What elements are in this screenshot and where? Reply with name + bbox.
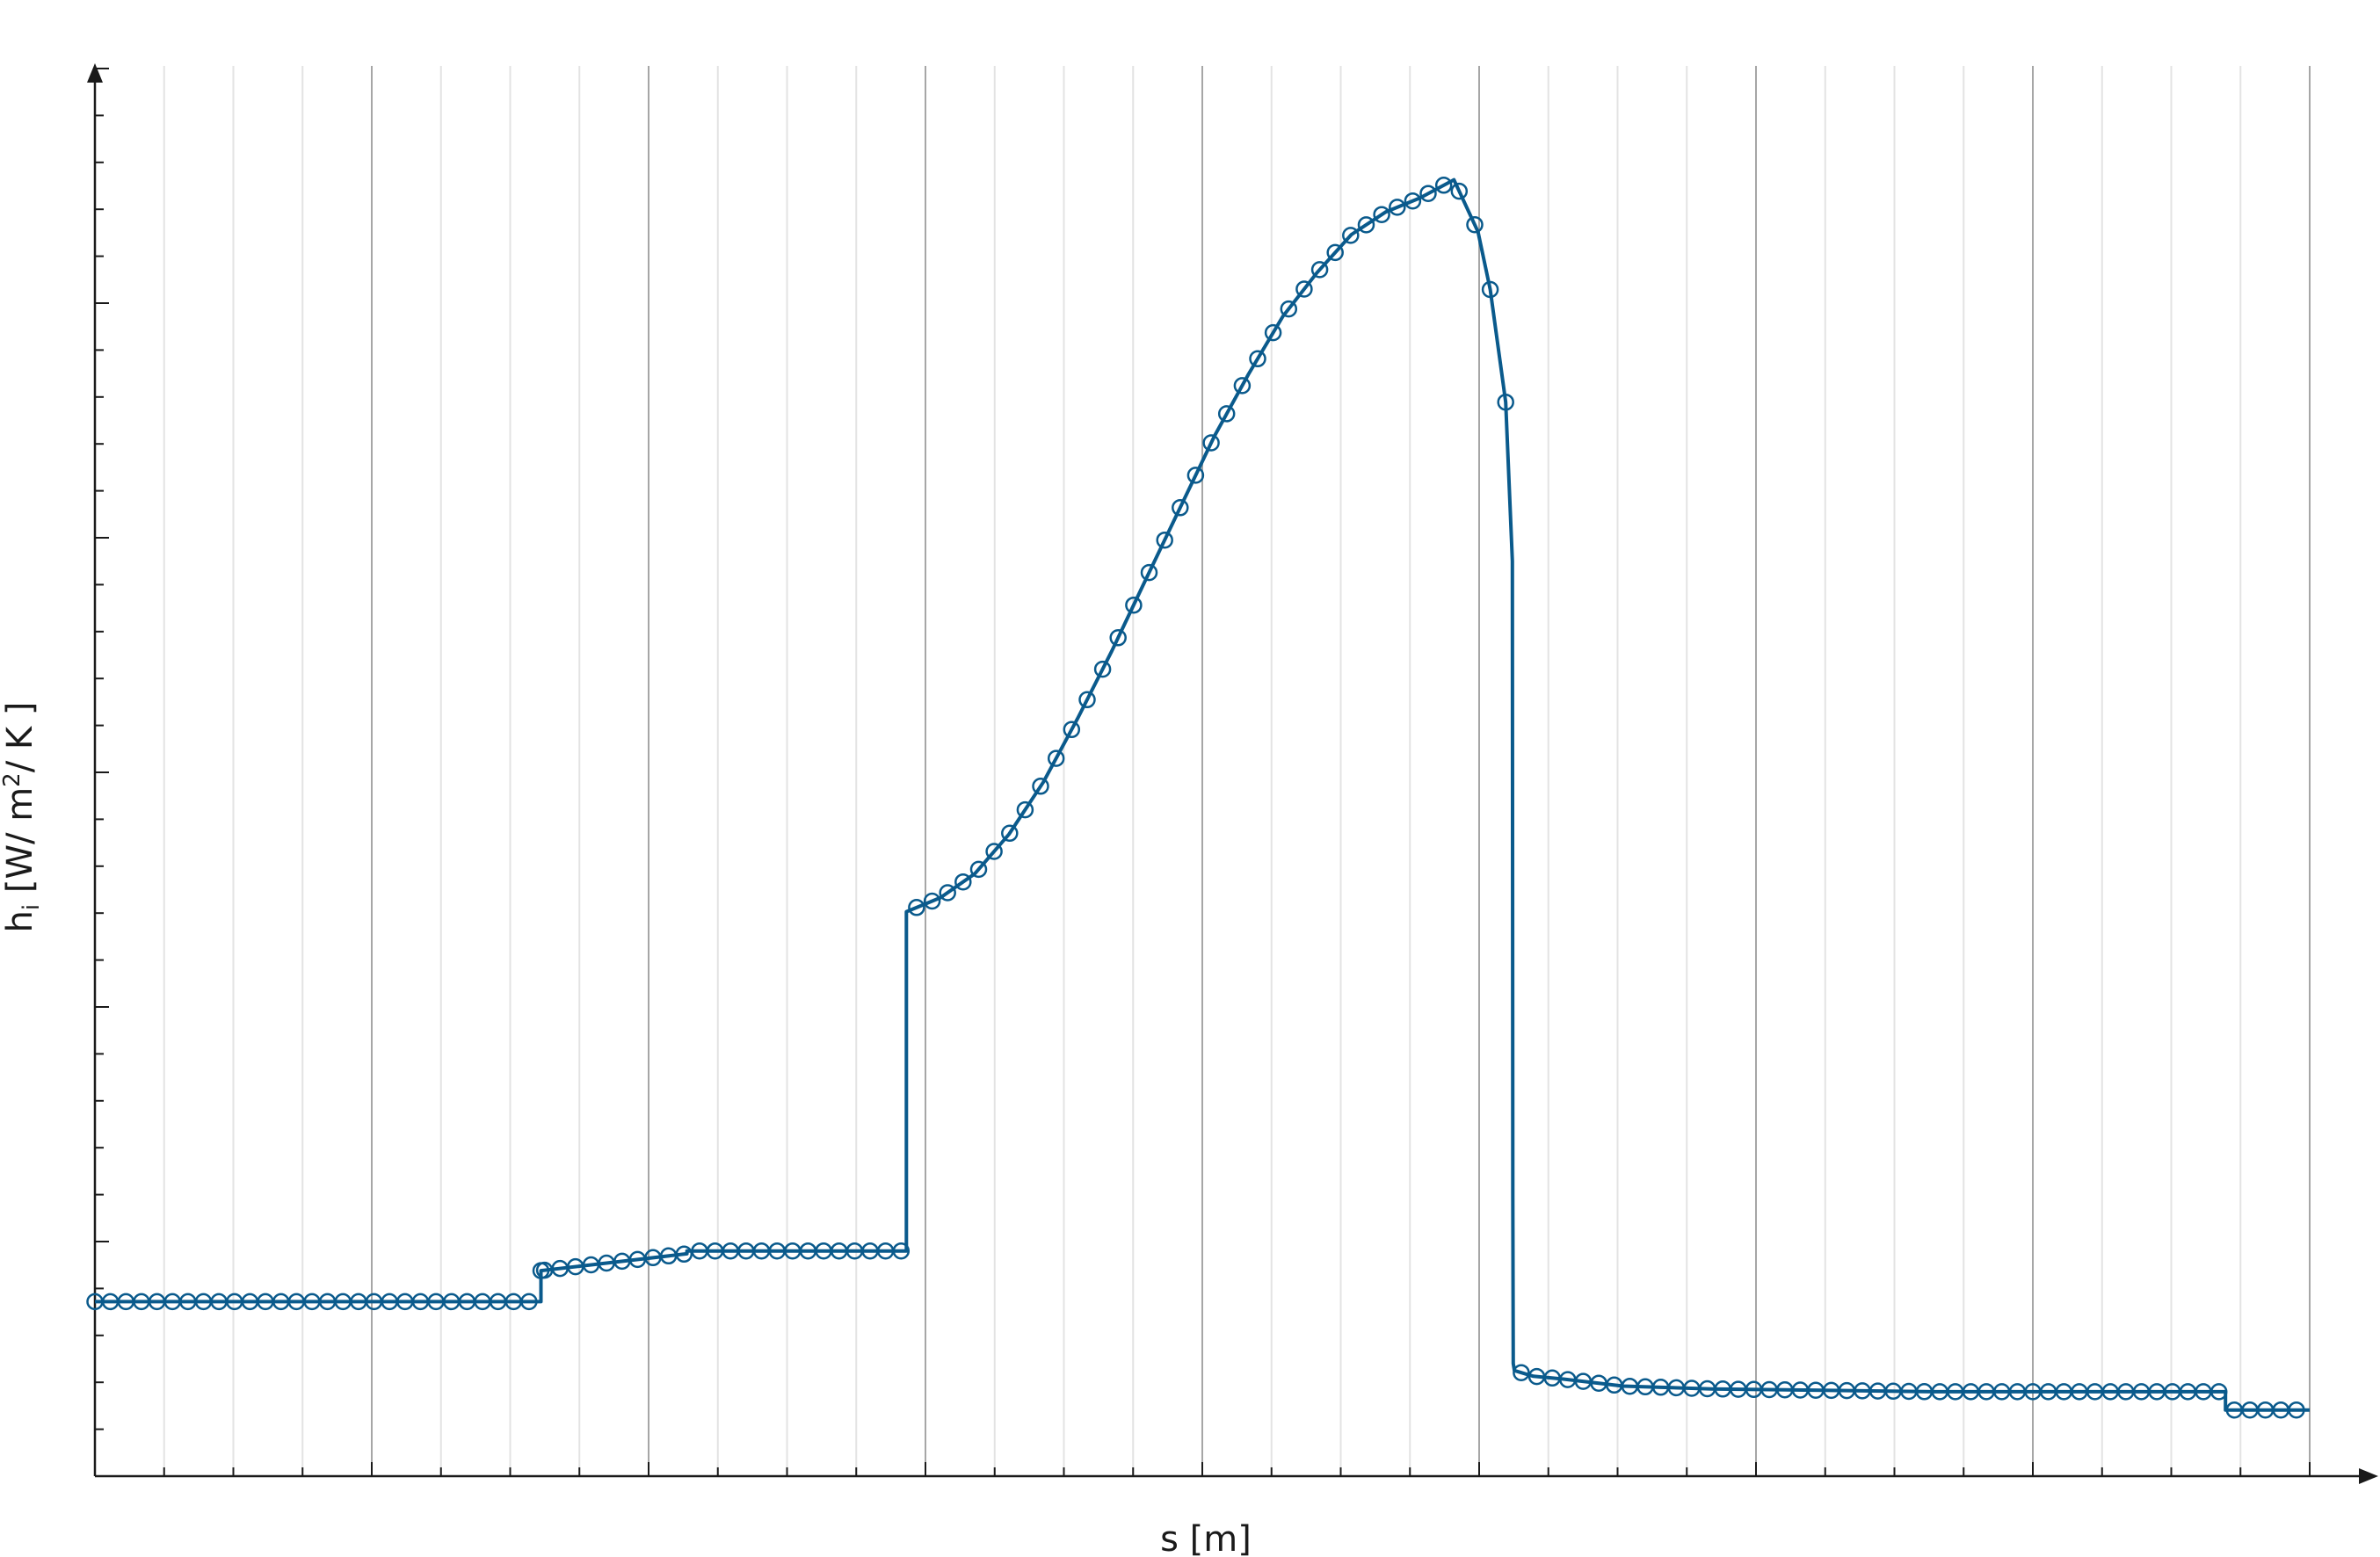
data-point-marker: [1342, 227, 1360, 244]
data-point-marker: [1217, 405, 1236, 423]
grid-lines: [163, 66, 2311, 1476]
data-point-marker: [1404, 192, 1422, 210]
data-point-marker: [1497, 393, 1514, 411]
data-point-marker: [1140, 563, 1158, 582]
y-axis-label-units: [W/ m: [0, 787, 40, 904]
y-axis-label-units-end: / K ]: [0, 702, 40, 773]
series-line: [95, 177, 2310, 1412]
data-point-marker: [1063, 721, 1081, 739]
data-point-marker: [1264, 323, 1282, 342]
data-point-marker: [2209, 1383, 2228, 1401]
data-point-marker: [939, 884, 956, 902]
y-axis-arrow: [87, 63, 103, 83]
y-axis-label-superscript: 2: [0, 772, 25, 787]
data-point-marker: [1419, 185, 1437, 202]
data-point-marker: [985, 843, 1003, 860]
data-point-marker: [520, 1293, 538, 1311]
data-point-marker: [892, 1242, 911, 1260]
data-point-marker: [1373, 206, 1390, 223]
data-point-marker: [1357, 216, 1375, 234]
data-point-marker: [1032, 778, 1049, 795]
data-point-marker: [969, 860, 988, 879]
data-point-marker: [1280, 300, 1298, 318]
x-axis-arrow: [2359, 1468, 2378, 1484]
data-point-marker: [1172, 499, 1189, 517]
data-point-marker: [1310, 261, 1329, 279]
data-point-marker: [1186, 467, 1205, 484]
y-axis-label-main: h: [0, 910, 40, 932]
data-point-marker: [1156, 531, 1173, 549]
series-layer: [86, 177, 2310, 1419]
data-point-marker: [675, 1245, 693, 1264]
data-point-marker: [1450, 182, 1469, 200]
axis-ticks: [95, 68, 2311, 1476]
data-point-marker: [1202, 434, 1220, 452]
data-point-marker: [1481, 280, 1499, 299]
data-point-marker: [2288, 1401, 2305, 1419]
data-point-marker: [1125, 596, 1143, 614]
data-point-marker: [1434, 177, 1453, 194]
data-point-marker: [1513, 1364, 1530, 1381]
data-point-marker: [1001, 824, 1019, 843]
data-point-marker: [1093, 660, 1112, 678]
data-point-marker: [1295, 280, 1313, 298]
data-point-marker: [1466, 215, 1484, 234]
data-point-marker: [1016, 800, 1034, 819]
data-point-marker: [923, 892, 941, 910]
x-axis-label: s [m]: [1160, 1519, 1252, 1557]
data-point-marker: [908, 899, 925, 916]
y-axis-label-subscript: i: [18, 904, 45, 910]
axes: [87, 63, 2378, 1484]
data-point-marker: [1326, 243, 1344, 262]
data-point-marker: [954, 873, 972, 891]
data-point-marker: [1078, 691, 1096, 709]
data-point-marker: [1249, 350, 1266, 368]
data-point-marker: [1233, 377, 1252, 395]
y-axis-label: hi [W/ m2/ K ]: [0, 702, 45, 933]
data-point-marker: [1047, 750, 1065, 767]
data-point-marker: [1109, 629, 1127, 647]
data-point-marker: [1389, 199, 1406, 216]
